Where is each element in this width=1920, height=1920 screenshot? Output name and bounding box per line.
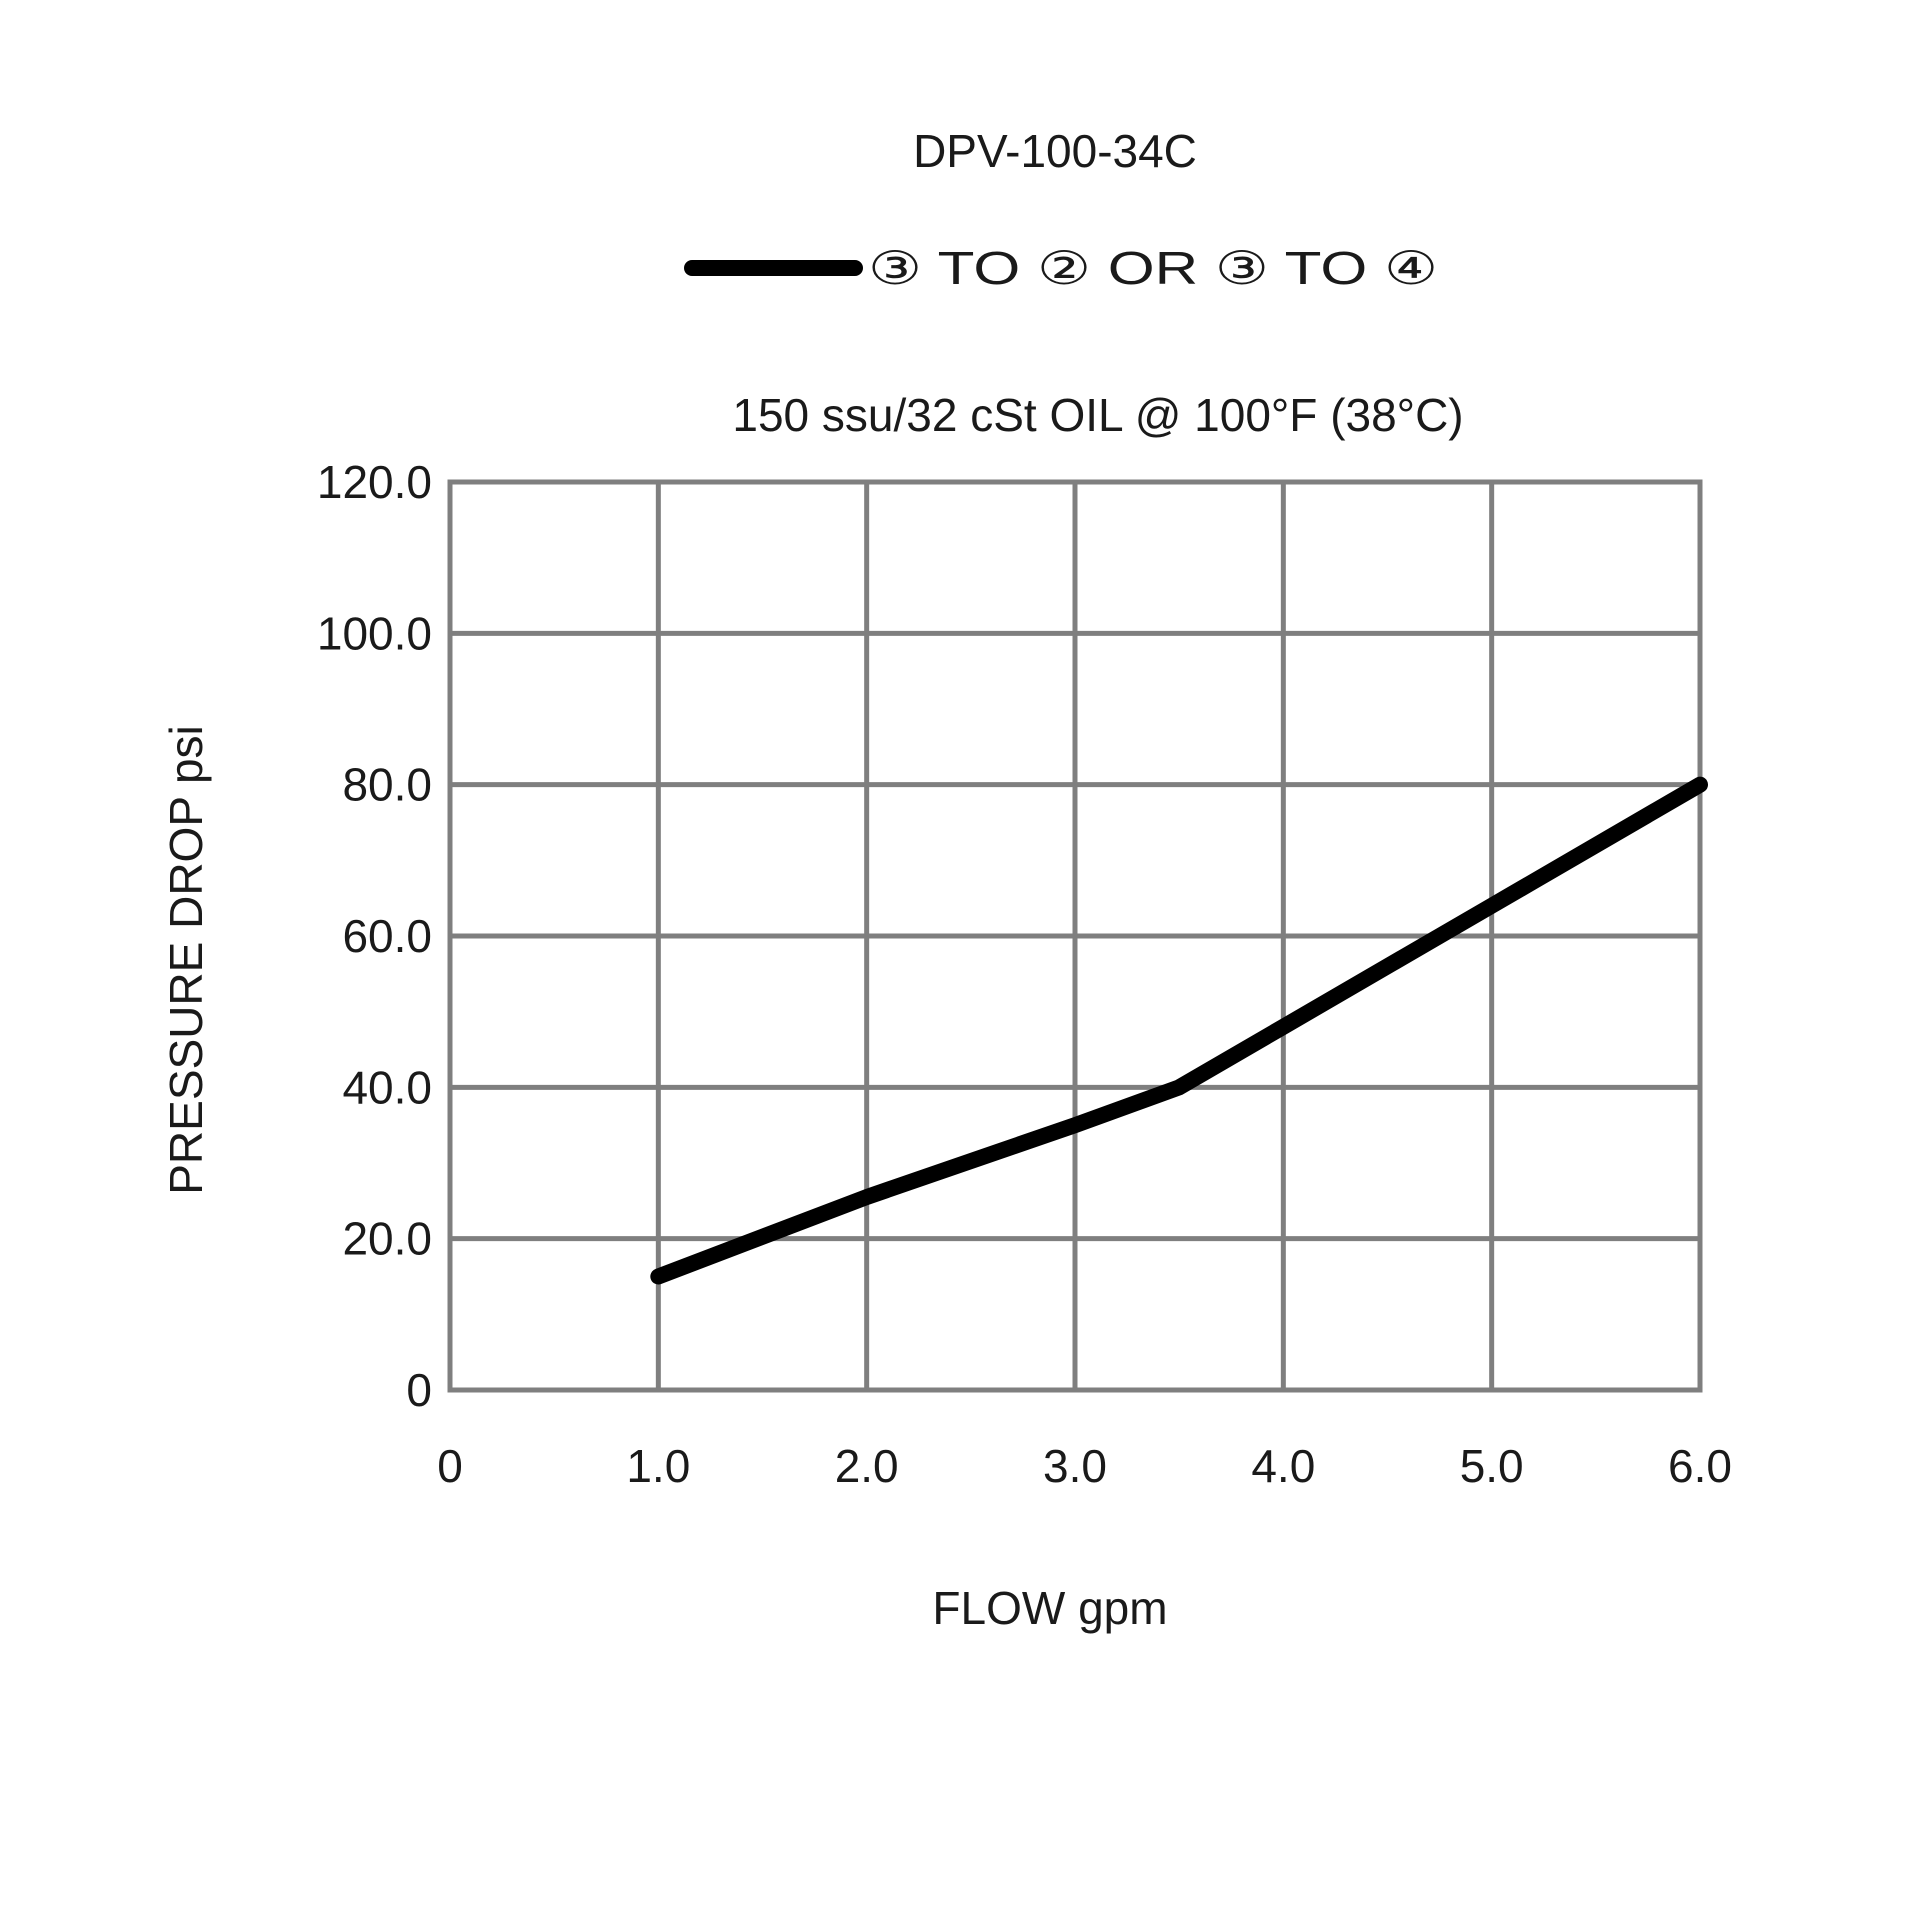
y-tick-label: 20.0	[342, 1213, 432, 1265]
y-tick-label: 40.0	[342, 1061, 432, 1113]
x-tick-label: 1.0	[626, 1440, 690, 1492]
legend-label: ③ TO ② OR ③ TO ④	[868, 242, 1438, 294]
plot-area-border	[447, 479, 1703, 1393]
x-tick-label: 5.0	[1460, 1440, 1524, 1492]
x-tick-labels: 0 1.0 2.0 3.0 4.0 5.0 6.0	[437, 1440, 1732, 1492]
y-tick-label: 120.0	[317, 456, 432, 508]
chart-subtitle: 150 ssu/32 cSt OIL @ 100°F (38°C)	[732, 389, 1463, 441]
x-tick-label: 4.0	[1251, 1440, 1315, 1492]
y-tick-label: 100.0	[317, 607, 432, 659]
y-axis-label: PRESSURE DROP psi	[160, 725, 212, 1195]
x-tick-label: 3.0	[1043, 1440, 1107, 1492]
series-group	[650, 776, 1708, 1285]
series-line-0	[650, 776, 1708, 1285]
x-tick-label: 6.0	[1668, 1440, 1732, 1492]
x-axis-label: FLOW gpm	[932, 1582, 1167, 1634]
grid	[447, 479, 1703, 1393]
x-tick-label: 0	[437, 1440, 463, 1492]
chart-title: DPV-100-34C	[913, 125, 1197, 177]
y-tick-label: 80.0	[342, 759, 432, 811]
y-tick-labels: 0 20.0 40.0 60.0 80.0 100.0 120.0	[317, 456, 432, 1416]
x-tick-label: 2.0	[835, 1440, 899, 1492]
y-tick-label: 0	[406, 1364, 432, 1416]
y-tick-label: 60.0	[342, 910, 432, 962]
legend: ③ TO ② OR ③ TO ④	[684, 242, 1438, 294]
